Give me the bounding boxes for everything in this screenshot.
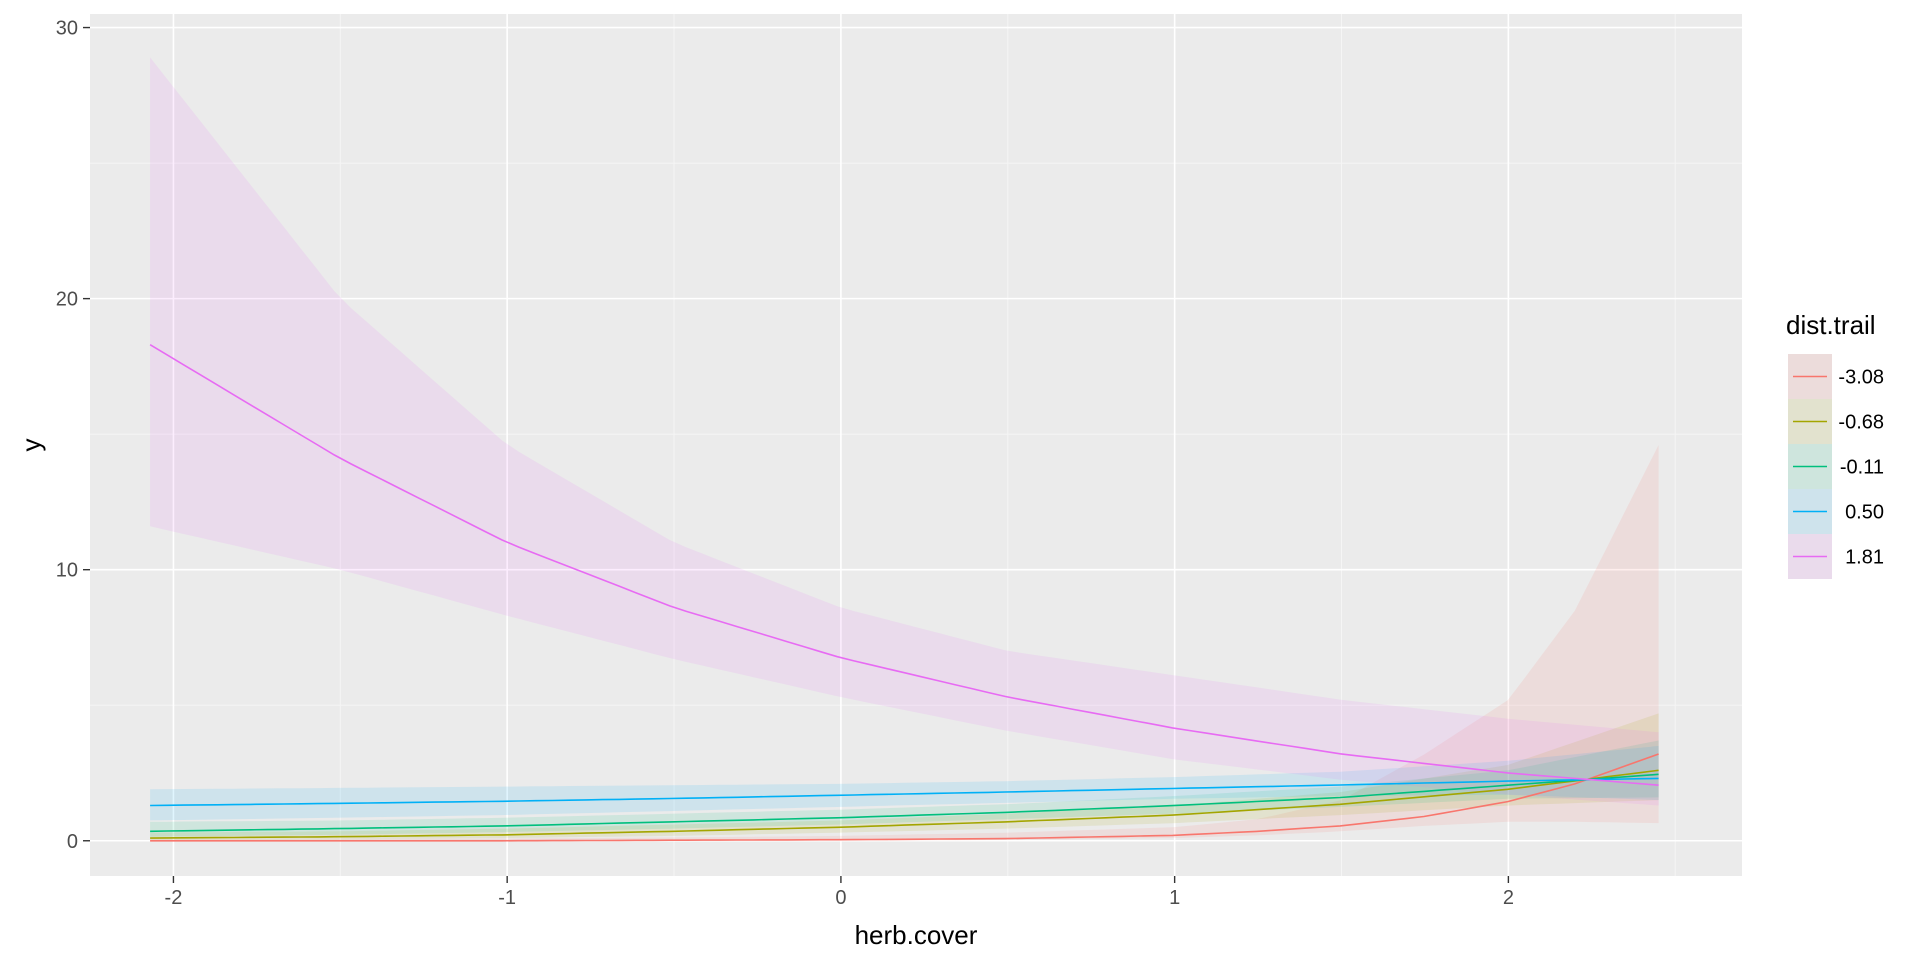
legend-title: dist.trail [1786,310,1876,340]
y-tick-label: 10 [56,560,78,582]
x-axis-title: herb.cover [855,920,978,950]
y-axis-title: y [16,439,46,452]
ribbon--0.11 [150,740,1659,837]
plot-panel [90,14,1742,876]
y-tick-label: 30 [56,18,78,40]
x-tick-label: 1 [1169,887,1180,909]
series-lines [149,344,1659,842]
ribbon-0.50 [150,745,1659,821]
x-tick-label: 0 [835,887,846,909]
line-series--3.08 [150,753,1659,842]
y-tick-label: 0 [67,831,78,853]
legend-label--0.11: -0.11 [1840,457,1884,479]
legend: dist.trail -3.08 -0.68 -0.11 0.50 1.81 [1786,310,1884,579]
x-tick-label: -2 [165,887,183,909]
grid [90,14,1742,876]
legend-label--0.68: -0.68 [1838,412,1884,434]
legend-label-1.81: 1.81 [1845,547,1884,569]
legend-label-0.50: 0.50 [1845,502,1884,524]
line-series-0.50 [150,777,1659,807]
line-series--0.68 [150,769,1659,839]
x-tick-label: 2 [1503,887,1514,909]
y-tick-label: 20 [56,289,78,311]
ribbon-1.81 [150,57,1659,806]
x-tick-label: -1 [498,887,516,909]
legend-label--3.08: -3.08 [1838,367,1884,389]
line-series-1.81 [149,344,1659,786]
line-series--0.11 [150,773,1659,833]
